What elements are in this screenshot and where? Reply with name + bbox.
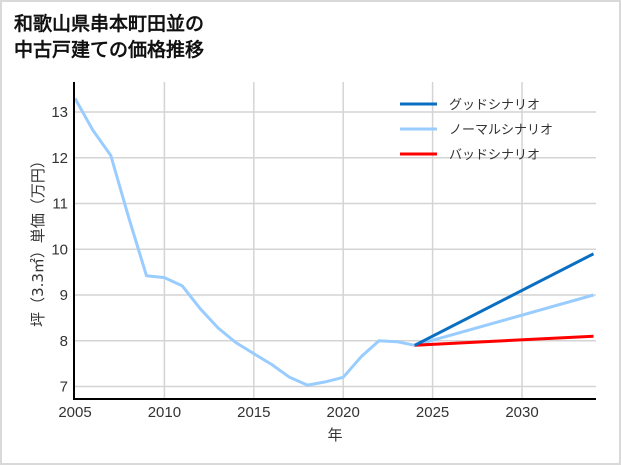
x-axis-label: 年: [327, 426, 342, 444]
legend-label: ノーマルシナリオ: [449, 123, 553, 138]
series-line-1: [73, 97, 594, 387]
series-lines: [73, 97, 595, 387]
series-line-2: [414, 334, 594, 347]
y-tick-label: 10: [51, 241, 68, 258]
y-tick-label: 7: [60, 379, 68, 396]
y-axis-label: 坪（3.3㎡）単価（万円）: [29, 153, 47, 327]
legend-label: グッドシナリオ: [449, 98, 540, 113]
chart-title-line-1: 和歌山県串本町田並の: [14, 13, 205, 35]
y-tick-label: 8: [60, 333, 68, 350]
y-tick-label: 11: [52, 196, 68, 213]
axes: [73, 82, 596, 400]
x-tick-label: 2015: [237, 404, 270, 421]
y-tick-label: 12: [51, 150, 68, 167]
x-tick-label: 2025: [416, 404, 449, 421]
x-tick-label: 2005: [58, 404, 91, 421]
chart-title-line-2: 中古戸建ての価格推移: [14, 39, 205, 61]
legend-label: バッドシナリオ: [449, 148, 540, 163]
gridlines: [74, 82, 596, 399]
x-tick-label: 2010: [148, 404, 181, 421]
x-tick-label: 2030: [505, 404, 538, 421]
series-line-0: [414, 252, 595, 347]
x-tick-label: 2020: [327, 404, 360, 421]
chart-title: 和歌山県串本町田並の 中古戸建ての価格推移: [14, 11, 204, 63]
tick-labels: 2005 2010 2015 2020 2025 2030 7 8 9 10 11 12 13: [51, 104, 538, 421]
y-tick-label: 13: [51, 104, 68, 121]
y-tick-label: 9: [60, 287, 68, 304]
